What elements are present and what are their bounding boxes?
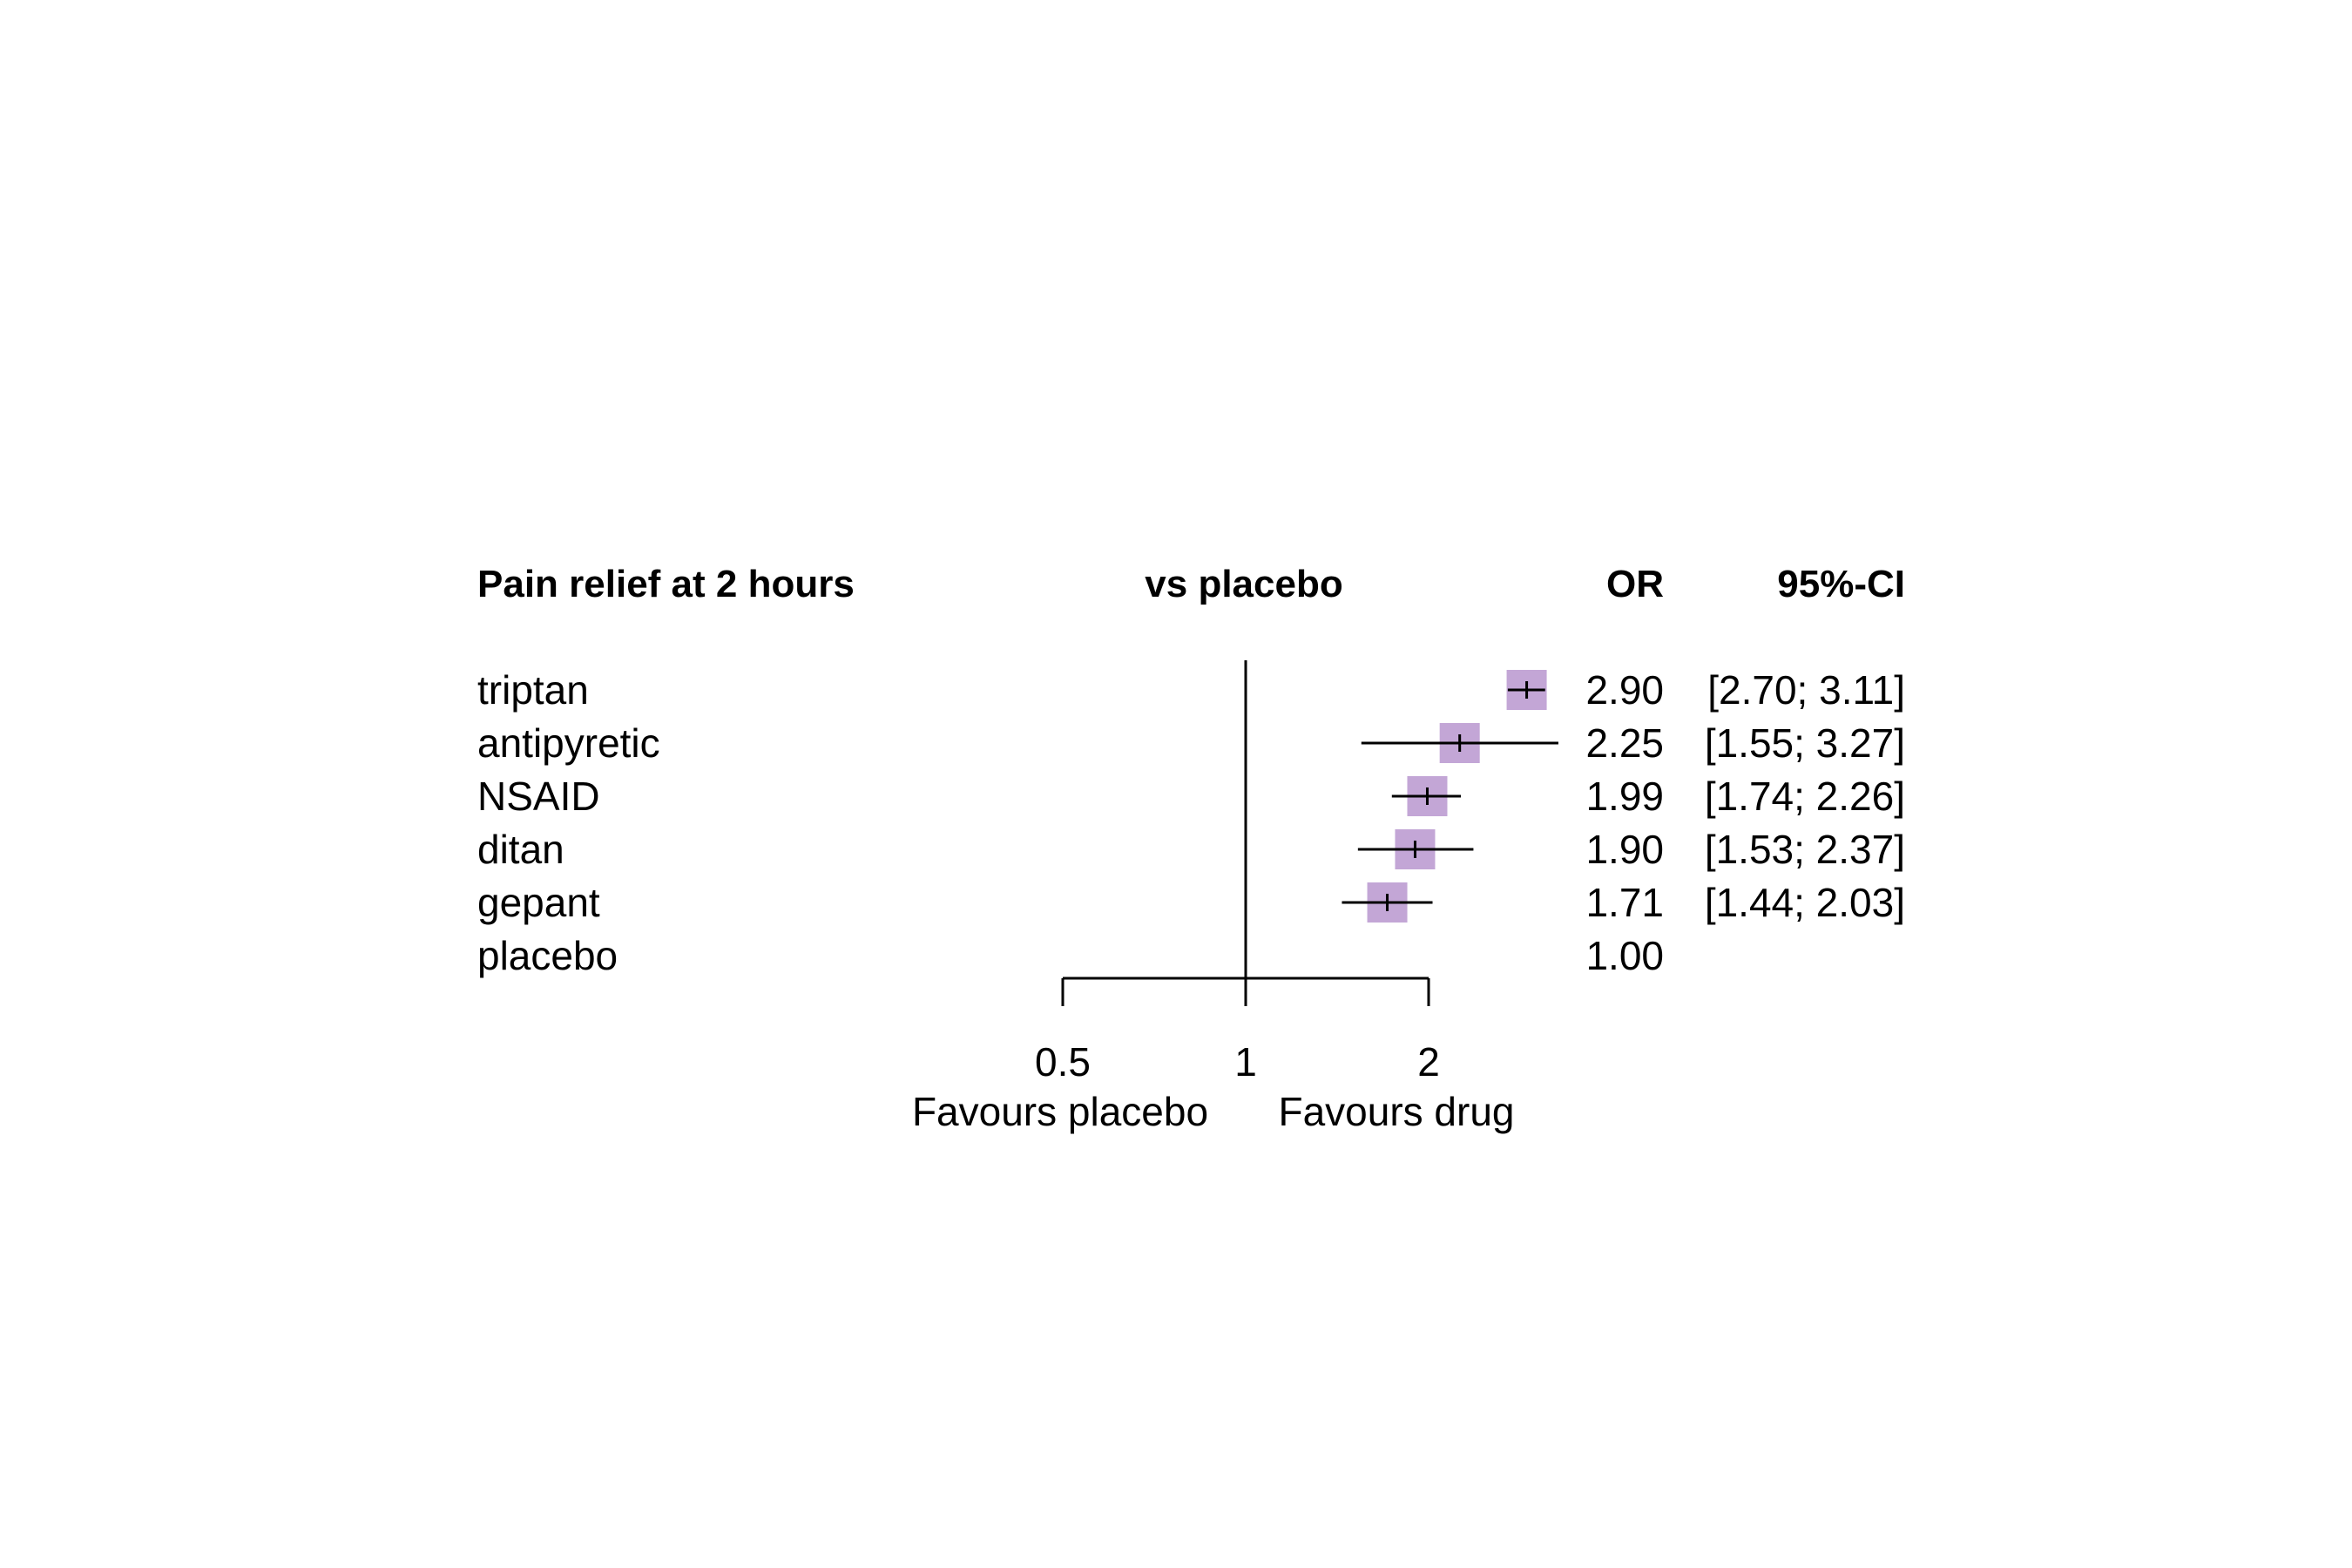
row-or: 1.99 (1585, 774, 1664, 819)
row-ci: [1.44; 2.03] (1705, 880, 1905, 925)
row-label: placebo (477, 933, 618, 978)
row-ci: [2.70; 3.11] (1707, 667, 1905, 713)
x-tick-label: 2 (1417, 1039, 1440, 1085)
row-or: 1.71 (1585, 880, 1664, 925)
row-or: 1.00 (1585, 933, 1664, 978)
header-or: OR (1606, 563, 1664, 605)
row-label: NSAID (477, 774, 600, 819)
x-tick-label: 1 (1234, 1039, 1257, 1085)
favours-drug-label: Favours drug (1278, 1089, 1514, 1134)
row-label: gepant (477, 880, 600, 925)
header-plot: vs placebo (1145, 563, 1342, 605)
row-label: triptan (477, 667, 589, 713)
plot-area: 0.5 1 2 (1035, 660, 1558, 1085)
row-or: 2.90 (1585, 667, 1664, 713)
row-label: antipyretic (477, 720, 660, 766)
header-study: Pain relief at 2 hours (477, 563, 855, 605)
row-ci: [1.74; 2.26] (1705, 774, 1905, 819)
x-tick-label: 0.5 (1035, 1039, 1091, 1085)
row-or: 1.90 (1585, 827, 1664, 872)
header-ci: 95%-CI (1777, 563, 1905, 605)
row-ci: [1.55; 3.27] (1705, 720, 1905, 766)
favours-placebo-label: Favours placebo (912, 1089, 1208, 1134)
row-ci: [1.53; 2.37] (1705, 827, 1905, 872)
row-or: 2.25 (1585, 720, 1664, 766)
row-label: ditan (477, 827, 564, 872)
